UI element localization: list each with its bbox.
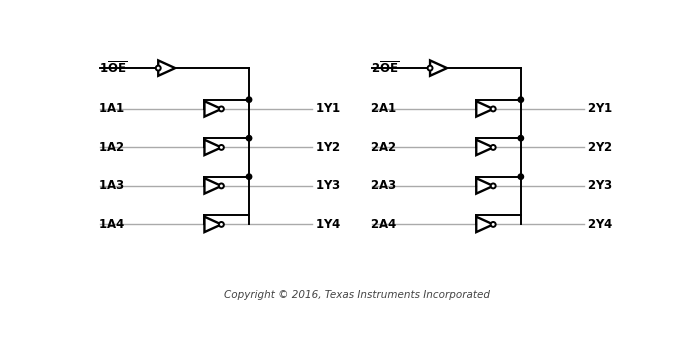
Circle shape <box>219 222 224 227</box>
Circle shape <box>219 145 224 150</box>
Text: $\mathbf{1Y4}$: $\mathbf{1Y4}$ <box>315 218 342 231</box>
Text: $\mathbf{2A2}$: $\mathbf{2A2}$ <box>370 141 397 154</box>
Circle shape <box>246 174 252 179</box>
Text: $\mathbf{2Y3}$: $\mathbf{2Y3}$ <box>587 179 613 192</box>
Text: $\mathbf{1A3}$: $\mathbf{1A3}$ <box>98 179 125 192</box>
Text: $\mathbf{2}\mathbf{\overline{OE}}$: $\mathbf{2}\mathbf{\overline{OE}}$ <box>371 60 399 76</box>
Circle shape <box>518 97 523 102</box>
Circle shape <box>427 66 433 71</box>
Circle shape <box>156 66 161 71</box>
Circle shape <box>246 135 252 141</box>
Text: $\mathbf{1}\mathbf{\overline{OE}}$: $\mathbf{1}\mathbf{\overline{OE}}$ <box>99 60 127 76</box>
Circle shape <box>491 145 496 150</box>
Text: $\mathbf{2A3}$: $\mathbf{2A3}$ <box>370 179 397 192</box>
Text: $\mathbf{2A4}$: $\mathbf{2A4}$ <box>370 218 397 231</box>
Text: $\mathbf{1Y3}$: $\mathbf{1Y3}$ <box>315 179 342 192</box>
Circle shape <box>246 97 252 102</box>
Text: $\mathbf{1Y1}$: $\mathbf{1Y1}$ <box>315 103 342 116</box>
Circle shape <box>491 106 496 111</box>
Text: $\mathbf{2Y4}$: $\mathbf{2Y4}$ <box>587 218 613 231</box>
Circle shape <box>219 184 224 188</box>
Circle shape <box>219 106 224 111</box>
Circle shape <box>491 184 496 188</box>
Circle shape <box>518 135 523 141</box>
Text: Copyright © 2016, Texas Instruments Incorporated: Copyright © 2016, Texas Instruments Inco… <box>224 290 490 300</box>
Circle shape <box>518 174 523 179</box>
Text: $\mathbf{1A1}$: $\mathbf{1A1}$ <box>98 103 125 116</box>
Text: $\mathbf{2Y2}$: $\mathbf{2Y2}$ <box>587 141 613 154</box>
Text: $\mathbf{2A1}$: $\mathbf{2A1}$ <box>370 103 397 116</box>
Text: $\mathbf{1A2}$: $\mathbf{1A2}$ <box>98 141 125 154</box>
Text: $\mathbf{1A4}$: $\mathbf{1A4}$ <box>98 218 125 231</box>
Text: $\mathbf{2Y1}$: $\mathbf{2Y1}$ <box>587 103 613 116</box>
Circle shape <box>491 222 496 227</box>
Text: $\mathbf{1Y2}$: $\mathbf{1Y2}$ <box>315 141 341 154</box>
